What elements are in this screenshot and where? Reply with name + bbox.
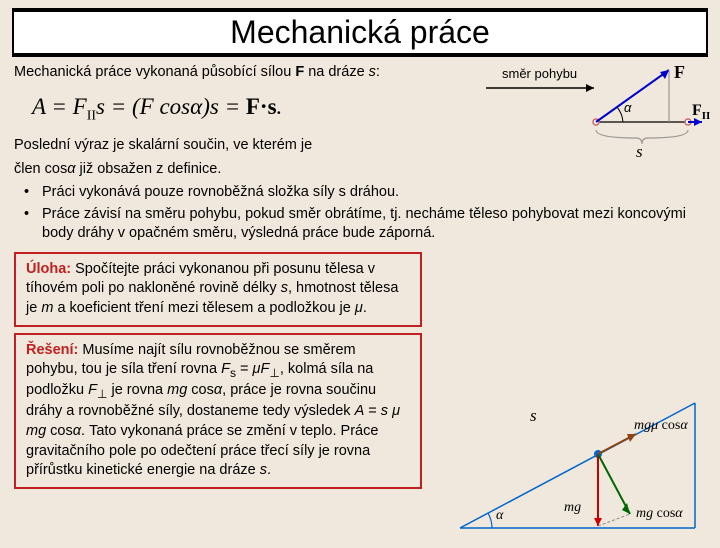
incline-diagram: s α mg mgμ cosα mg cosα — [440, 358, 710, 538]
task-box: Úloha: Spočítejte práci vykonanou při po… — [14, 252, 422, 327]
solution-box: Řešení: Musíme najít sílu rovnoběžnou se… — [14, 333, 422, 489]
solution-text: Musíme najít sílu rovnoběžnou se směrem … — [26, 342, 400, 479]
alpha-label: α — [624, 100, 631, 115]
f-parallel-label: FII — [692, 102, 710, 122]
task-label: Úloha: — [26, 261, 71, 277]
perp-label: mg cosα — [636, 506, 683, 522]
title-bar: Mechanická práce — [12, 8, 708, 57]
mg-label: mg — [564, 500, 581, 516]
motion-label: směr pohybu — [502, 66, 577, 81]
incline-s-label: s — [530, 406, 537, 426]
bullet-1: Práci vykonává pouze rovnoběžná složka s… — [14, 183, 706, 203]
f-label: F — [674, 62, 685, 83]
task-text: Spočítejte práci vykonanou při posunu tě… — [26, 261, 398, 316]
friction-label: mgμ cosα — [634, 418, 688, 434]
force-diagram: směr pohybu F α FII s — [476, 64, 706, 164]
bullet-2: Práce závisí na směru pohybu, pokud směr… — [14, 205, 706, 244]
s-label: s — [636, 142, 643, 162]
solution-label: Řešení: — [26, 342, 78, 358]
incline-alpha-label: α — [496, 508, 503, 524]
bullet-list: Práci vykonává pouze rovnoběžná složka s… — [14, 183, 706, 244]
page-title: Mechanická práce — [14, 12, 706, 53]
